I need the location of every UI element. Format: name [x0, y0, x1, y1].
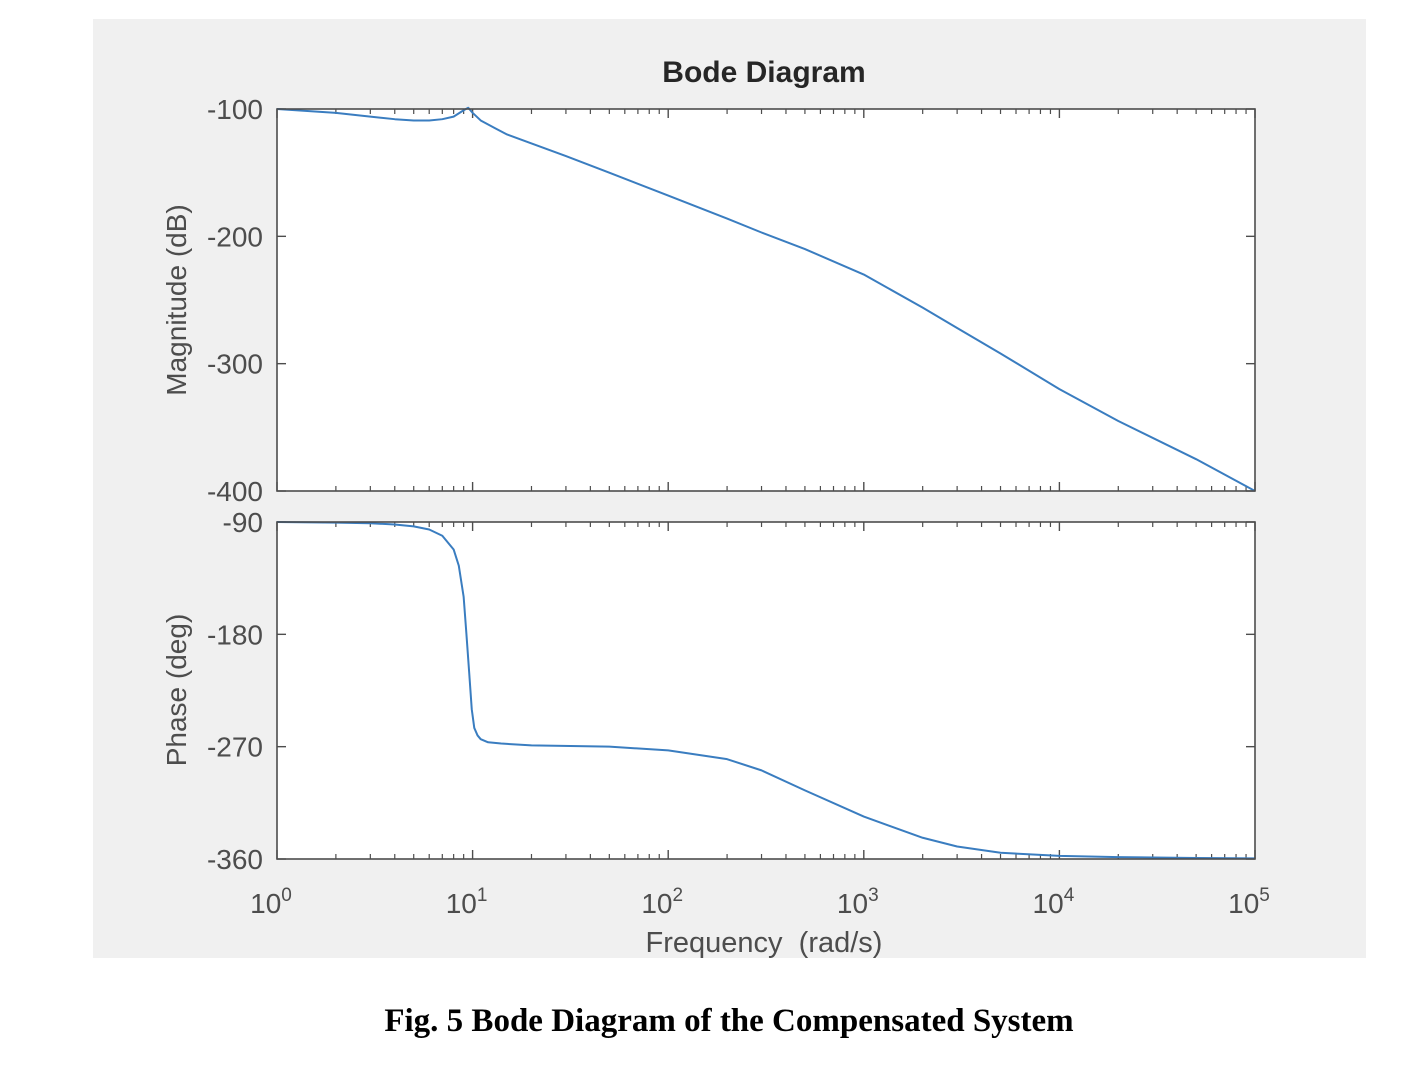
- phase-axes-box: [276, 521, 1256, 860]
- phase-y-tick-label: -90: [223, 507, 263, 538]
- magnitude-plot-area: [277, 109, 1255, 491]
- magnitude-series-line: [276, 106, 1256, 492]
- phase-plot-area: [277, 522, 1255, 859]
- x-tick-label: 100: [250, 885, 292, 919]
- phase-y-tick-label: -180: [207, 619, 263, 650]
- phase-axes: -90 -180 -270 -360: [207, 507, 1256, 875]
- x-tick-labels: 100 101 102 103 104 105: [250, 885, 1270, 919]
- x-tick-label: 105: [1228, 885, 1270, 919]
- magnitude-axes: -100 -200 -300 -400: [207, 94, 1256, 507]
- x-tick-label: 101: [446, 885, 488, 919]
- x-tick-label: 102: [641, 885, 683, 919]
- phase-y-label: Phase (deg): [161, 614, 192, 767]
- figure-caption: Fig. 5 Bode Diagram of the Compensated S…: [384, 1003, 1074, 1039]
- magnitude-axes-box: [276, 108, 1256, 492]
- x-tick-label: 103: [837, 885, 879, 919]
- phase-y-tick-label: -360: [207, 844, 263, 875]
- magnitude-y-tick-label: -300: [207, 349, 263, 380]
- phase-y-tick-label: -270: [207, 732, 263, 763]
- x-tick-label: 104: [1033, 885, 1075, 919]
- x-axis-label: Frequency (rad/s): [646, 927, 883, 959]
- phase-series-line: [276, 521, 1256, 860]
- chart-title: Bode Diagram: [662, 56, 865, 89]
- magnitude-y-tick-label: -200: [207, 221, 263, 252]
- magnitude-y-label: Magnitude (dB): [161, 204, 192, 395]
- magnitude-y-tick-label: -100: [207, 94, 263, 125]
- magnitude-y-tick-label: -400: [207, 476, 263, 507]
